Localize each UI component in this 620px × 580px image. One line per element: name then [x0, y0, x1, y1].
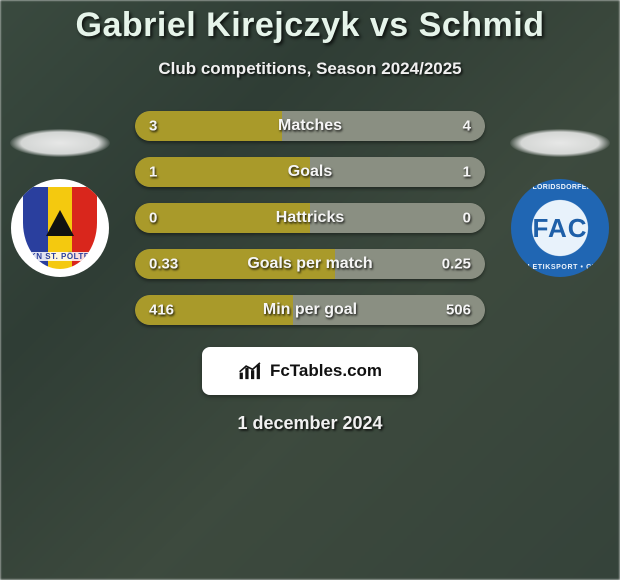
club-badge-right-ring-bottom: ATHLETIKSPORT • CLUB	[511, 264, 609, 271]
stat-label: Goals	[288, 163, 332, 181]
stat-bar: 0.33 0.25 Goals per match	[135, 249, 485, 279]
stat-value-right: 0.25	[442, 256, 471, 273]
chart-icon	[238, 361, 264, 381]
watermark-text: FcTables.com	[270, 361, 382, 381]
stat-bar: 3 4 Matches	[135, 111, 485, 141]
stat-bar: 1 1 Goals	[135, 157, 485, 187]
stat-value-right: 0	[463, 210, 471, 227]
avatar-placeholder-right	[510, 129, 610, 157]
stat-label: Matches	[278, 117, 342, 135]
watermark: FcTables.com	[202, 347, 418, 395]
stat-value-left: 0.33	[149, 256, 178, 273]
container: Gabriel Kirejczyk vs Schmid Club competi…	[0, 0, 620, 580]
stat-value-right: 1	[463, 164, 471, 181]
stat-label: Min per goal	[263, 301, 357, 319]
subtitle: Club competitions, Season 2024/2025	[0, 59, 620, 79]
stat-value-left: 1	[149, 164, 157, 181]
content: SKN ST. PÖLTEN FLORIDSDORFER FAC ATHLETI…	[0, 111, 620, 434]
stats-bars: 3 4 Matches 1 1 Goals 0 0 Hattricks 0.33 0.25 Goals…	[135, 111, 485, 325]
stat-bar: 0 0 Hattricks	[135, 203, 485, 233]
stat-value-right: 4	[463, 118, 471, 135]
stat-value-right: 506	[446, 302, 471, 319]
club-badge-right-text: FAC	[533, 213, 588, 244]
stat-value-left: 0	[149, 210, 157, 227]
stat-value-left: 416	[149, 302, 174, 319]
player-right-column: FLORIDSDORFER FAC ATHLETIKSPORT • CLUB	[500, 111, 620, 277]
club-badge-right: FLORIDSDORFER FAC ATHLETIKSPORT • CLUB	[511, 179, 609, 277]
page-title: Gabriel Kirejczyk vs Schmid	[0, 6, 620, 45]
club-badge-right-ring-top: FLORIDSDORFER	[511, 184, 609, 191]
stat-label: Goals per match	[247, 255, 372, 273]
player-left-column: SKN ST. PÖLTEN	[0, 111, 120, 277]
stat-bar: 416 506 Min per goal	[135, 295, 485, 325]
avatar-placeholder-left	[10, 129, 110, 157]
stat-value-left: 3	[149, 118, 157, 135]
date: 1 december 2024	[0, 413, 620, 434]
club-badge-left-text: SKN ST. PÖLTEN	[23, 252, 97, 261]
club-badge-left: SKN ST. PÖLTEN	[11, 179, 109, 277]
stat-label: Hattricks	[276, 209, 344, 227]
